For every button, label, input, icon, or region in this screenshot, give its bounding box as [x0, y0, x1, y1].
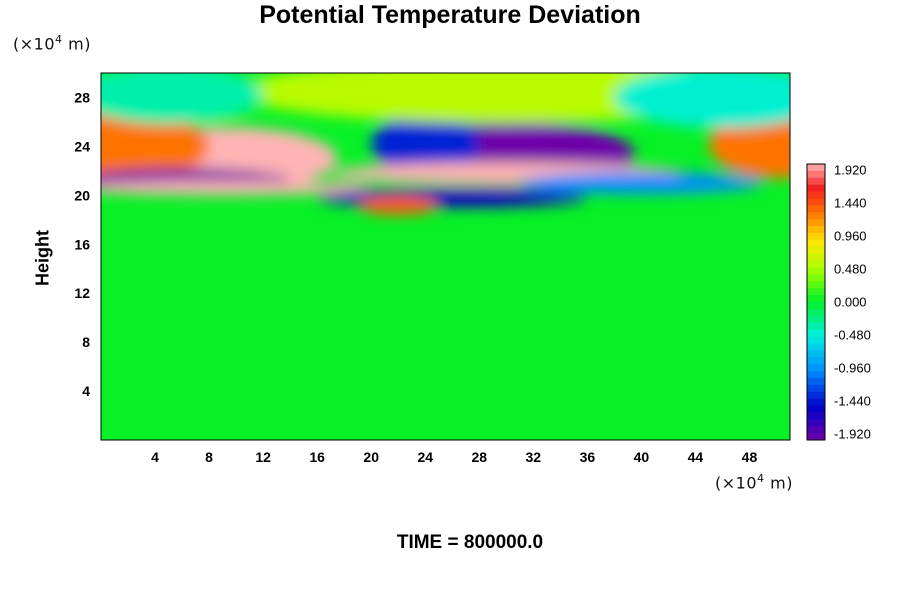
colorbar-segment [807, 226, 825, 234]
x-tick-label: 20 [363, 449, 379, 465]
heatmap-feature [317, 187, 588, 208]
colorbar-segment [807, 288, 825, 296]
x-tick-label: 8 [205, 449, 213, 465]
heatmap-feature [101, 112, 210, 181]
colorbar-segment [807, 329, 825, 337]
colorbar-segment [807, 219, 825, 227]
colorbar-label: 1.440 [834, 196, 867, 211]
y-tick-label: 20 [74, 187, 90, 203]
colorbar-segment [807, 357, 825, 365]
colorbar-label: 0.480 [834, 262, 867, 277]
colorbar-segment [807, 212, 825, 220]
y-tick-label: 8 [82, 334, 90, 350]
colorbar-segment [807, 239, 825, 248]
x-tick-label: 32 [526, 449, 542, 465]
y-tick-label: 16 [74, 236, 90, 252]
colorbar-segment [807, 398, 825, 406]
colorbar-segment [807, 191, 825, 199]
colorbar-segment [807, 336, 825, 344]
x-tick-label: 24 [417, 449, 433, 465]
x-tick-label: 36 [580, 449, 596, 465]
colorbar-segment [807, 405, 825, 413]
y-tick-label: 24 [74, 138, 90, 154]
y-tick-label: 4 [82, 383, 90, 399]
x-tick-label: 40 [634, 449, 650, 465]
colorbar-segment [807, 198, 825, 206]
x-tick-label: 12 [255, 449, 271, 465]
x-tick-label: 4 [151, 449, 159, 465]
colorbar-segment [807, 281, 825, 289]
colorbar-segment [807, 302, 825, 310]
x-tick-label: 16 [309, 449, 325, 465]
colorbar-segment [807, 384, 825, 393]
x-tick-label: 44 [688, 449, 704, 465]
heatmap-feature [371, 114, 480, 174]
colorbar-segment [807, 205, 825, 213]
colorbar-segment [807, 391, 825, 400]
plot-area [101, 73, 790, 440]
colorbar-segment [807, 433, 825, 441]
colorbar-label: 1.920 [834, 163, 867, 178]
colorbar-segment [807, 164, 825, 172]
heatmap-feature [614, 73, 790, 129]
heatmap-feature [101, 180, 372, 196]
time-label: TIME = 800000.0 [396, 532, 544, 553]
colorbar-segment [807, 170, 825, 179]
colorbar-segment [807, 419, 825, 427]
colorbar-segment [807, 364, 825, 372]
colorbar-segment [807, 322, 825, 331]
colorbar-segment [807, 426, 825, 434]
colorbar-label: -1.920 [834, 427, 871, 442]
colorbar-segment [807, 350, 825, 358]
y-tick-label: 28 [74, 89, 90, 105]
heatmap-feature [357, 195, 439, 215]
colorbar-segment [807, 177, 825, 186]
colorbar-segment [807, 253, 825, 262]
colorbar-label: 0.960 [834, 229, 867, 244]
colorbar-frame [806, 163, 826, 441]
colorbar-label: -0.960 [834, 361, 871, 376]
colorbar-segment [807, 295, 825, 303]
colorbar-label: -1.440 [834, 394, 871, 409]
colorbar-label: -0.480 [834, 328, 871, 343]
colorbar-label: 0.000 [834, 295, 867, 310]
chart-title: Potential Temperature Deviation [259, 1, 641, 29]
colorbar: 1.920 1.440 0.960 0.480 0.000 -0.480 -0.960 -1.… [806, 163, 871, 442]
x-tick-label: 28 [471, 449, 487, 465]
colorbar-segment [807, 308, 825, 317]
colorbar-segment [807, 412, 825, 420]
plot-frame [100, 72, 791, 441]
colorbar-segment [807, 233, 825, 241]
y-tick-label: 12 [74, 285, 90, 301]
colorbar-segment [807, 274, 825, 282]
heatmap-feature [519, 172, 763, 195]
colorbar-segment [807, 343, 825, 351]
colorbar-segment [807, 377, 825, 386]
heatmap-feature [101, 73, 264, 125]
colorbar-segment [807, 371, 825, 379]
x-tick-label: 48 [742, 449, 758, 465]
colorbar-segment [807, 260, 825, 268]
y-axis-unit: (×104 m) [13, 33, 91, 54]
colorbar-segment [807, 246, 825, 255]
x-axis-unit: (×104 m) [715, 472, 793, 493]
colorbar-segment [807, 184, 825, 193]
colorbar-segment [807, 315, 825, 324]
colorbar-segment [807, 267, 825, 275]
